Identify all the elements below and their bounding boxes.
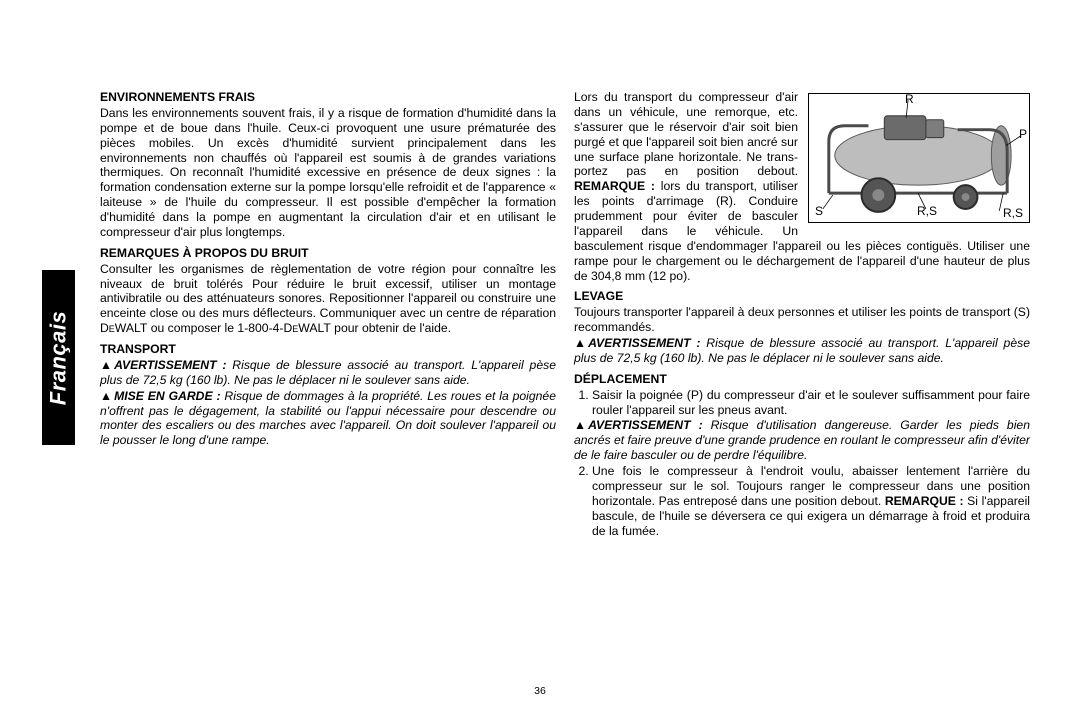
fig-label-RS2: R,S <box>1003 206 1023 221</box>
right-column: R P S R,S R,S Lors du transport du compr… <box>574 90 1030 539</box>
step-1: Saisir la poignée (P) du compresseur d'a… <box>592 388 1030 418</box>
manual-page: Français ENVIRONNEMENTS FRAIS Dans les e… <box>0 0 1080 723</box>
language-tab-label: Français <box>46 310 72 405</box>
heading-env: ENVIRONNEMENTS FRAIS <box>100 90 556 105</box>
fig-label-RS1: R,S <box>917 204 937 219</box>
caution-transport: ▲MISE EN GARDE : Risque de dommages à la… <box>100 389 556 449</box>
warning-icon: ▲ <box>574 336 586 351</box>
fig-label-R: R <box>905 92 914 107</box>
para-env: Dans les environnements souvent frais, i… <box>100 106 556 240</box>
heading-levage: LEVAGE <box>574 289 1030 304</box>
warning-icon: ▲ <box>100 389 112 404</box>
heading-deplacement: DÉPLACEMENT <box>574 372 1030 387</box>
para-levage: Toujours transporter l'appareil à deux p… <box>574 305 1030 335</box>
warning-levage: ▲AVERTISSEMENT : Risque de blessure asso… <box>574 336 1030 366</box>
text-columns: ENVIRONNEMENTS FRAIS Dans les environnem… <box>100 90 1030 539</box>
fig-label-S: S <box>815 204 823 219</box>
para-bruit: Consulter les organismes de règlementati… <box>100 262 556 336</box>
page-number: 36 <box>0 685 1080 697</box>
heading-bruit: REMARQUES À PROPOS DU BRUIT <box>100 246 556 261</box>
warning-deplacement: ▲AVERTISSEMENT : Risque d'utilisation da… <box>574 418 1030 463</box>
warning-transport-1: ▲AVERTISSEMENT : Risque de blessure asso… <box>100 358 556 388</box>
heading-transport: TRANSPORT <box>100 342 556 357</box>
warning-icon: ▲ <box>100 358 112 373</box>
step-2: Une fois le compresseur à l'endroit voul… <box>592 464 1030 538</box>
steps-list-2: Une fois le compresseur à l'endroit voul… <box>574 464 1030 538</box>
language-tab: Français <box>42 270 75 445</box>
compressor-figure: R P S R,S R,S <box>808 93 1030 223</box>
warning-icon: ▲ <box>574 418 586 433</box>
left-column: ENVIRONNEMENTS FRAIS Dans les environnem… <box>100 90 556 539</box>
steps-list: Saisir la poignée (P) du compresseur d'a… <box>574 388 1030 418</box>
fig-label-P: P <box>1019 127 1027 142</box>
